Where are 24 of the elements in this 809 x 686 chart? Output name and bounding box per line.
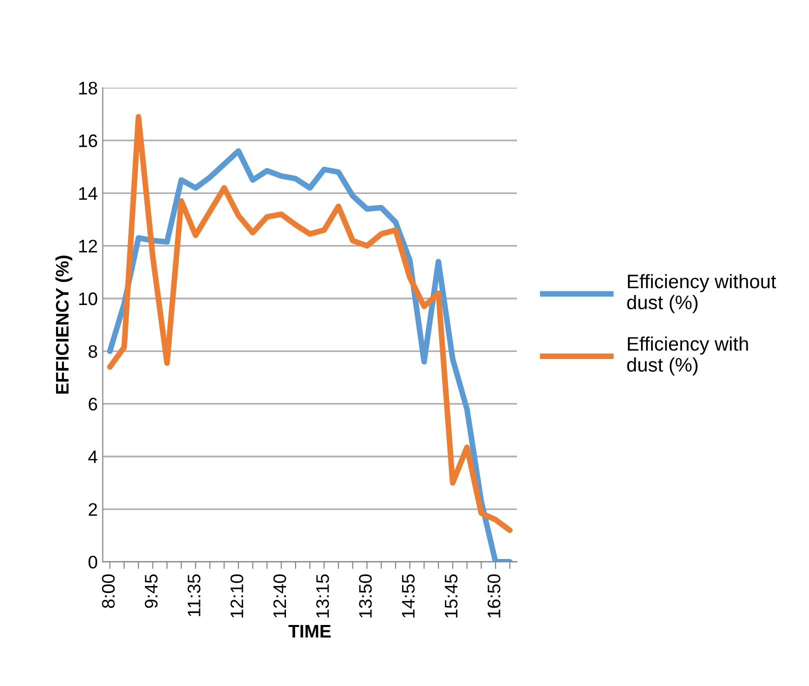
- legend-label: Efficiency with dust (%): [627, 336, 748, 376]
- y-tick-label: 4: [88, 450, 98, 464]
- x-tick-label: 13:15: [316, 574, 329, 618]
- y-tick-label: 0: [88, 556, 98, 569]
- x-tick-label: 12:40: [273, 574, 286, 618]
- y-axis-title: EFFICIENCY (%): [55, 256, 72, 394]
- y-tick-label: 12: [79, 240, 97, 252]
- y-tick-label: 2: [88, 503, 97, 516]
- x-tick-label: 12:10: [230, 574, 244, 618]
- x-tick-label: 13:50: [359, 574, 372, 618]
- x-axis-title: TIME: [288, 625, 331, 638]
- y-tick-label: 16: [79, 134, 98, 148]
- x-tick-label: 9:45: [144, 574, 158, 608]
- y-tick-label: 8: [88, 345, 98, 358]
- x-tick-label: 14:55: [402, 574, 415, 618]
- y-tick-label: 6: [88, 398, 98, 411]
- y-tick-label: 18: [79, 82, 98, 95]
- y-tick-label: 10: [79, 292, 98, 306]
- legend-label: Efficiency without dust (%): [627, 274, 776, 314]
- y-tick-label: 14: [79, 187, 98, 200]
- x-tick-label: 15:45: [444, 574, 458, 618]
- x-tick-label: 8:00: [102, 574, 115, 608]
- x-tick-label: 11:35: [188, 574, 200, 616]
- x-tick-label: 16:50: [488, 574, 500, 618]
